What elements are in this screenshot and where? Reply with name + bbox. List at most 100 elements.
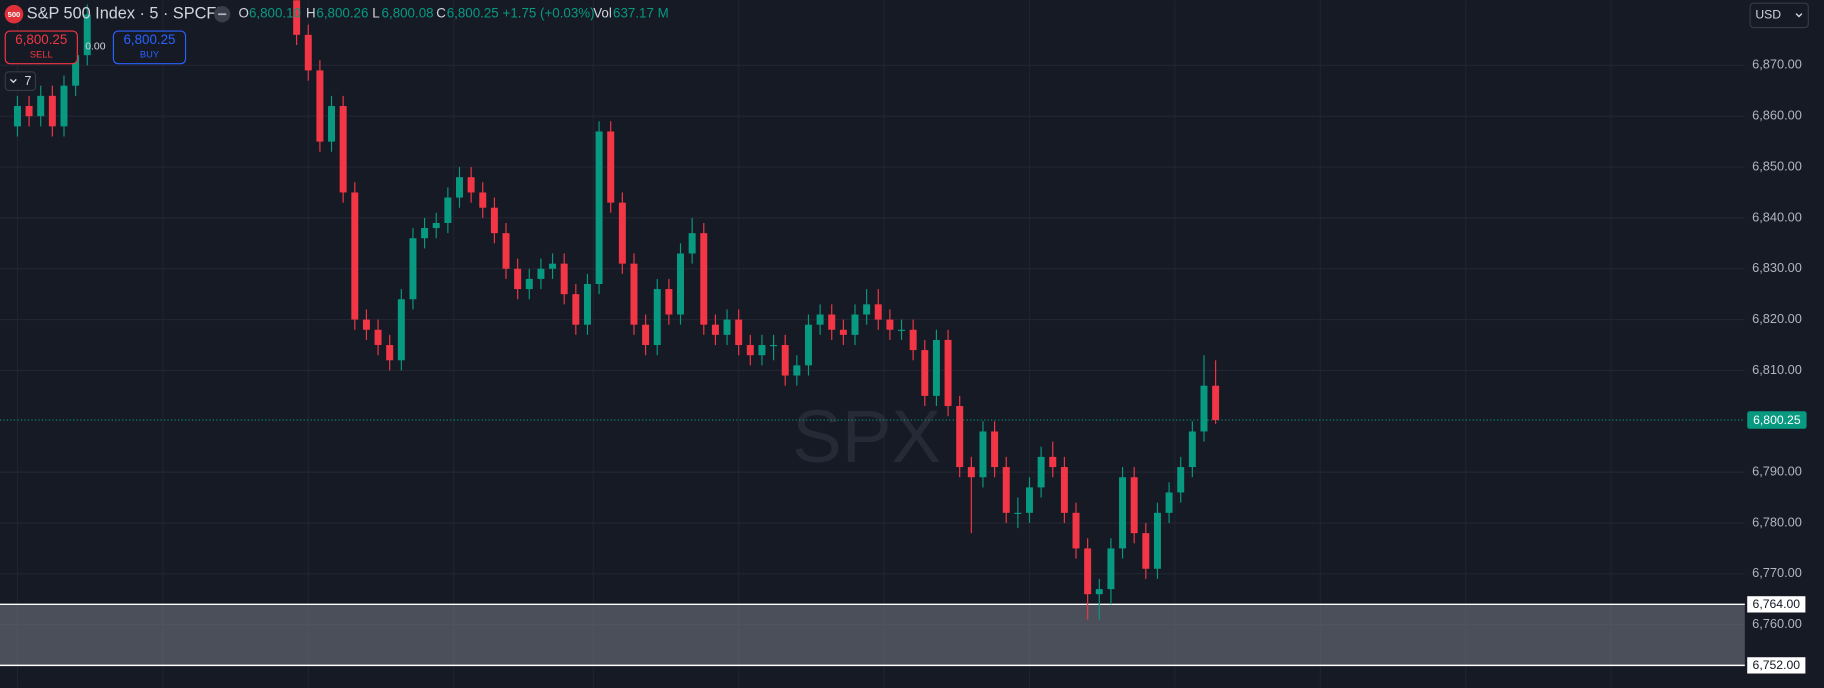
candle-body — [793, 365, 801, 376]
y-tick-label: 6,790.00 — [1752, 464, 1802, 479]
candle-body — [1165, 492, 1173, 513]
candle-body — [514, 268, 522, 290]
price-tag — [1747, 411, 1807, 429]
candle-body — [421, 228, 429, 239]
candle-body — [898, 329, 906, 331]
candle-body — [1072, 512, 1080, 549]
candle-body — [1026, 487, 1033, 513]
zone-tag-label: 6,752.00 — [1753, 658, 1801, 672]
candle-body — [37, 95, 45, 117]
candle-body — [467, 177, 475, 193]
candle-body — [397, 299, 405, 361]
candle-body — [1130, 477, 1138, 534]
buy-label: BUY — [140, 49, 159, 59]
zone-tag — [1747, 596, 1806, 613]
candle-body — [909, 329, 917, 351]
candle-body — [1002, 467, 1010, 513]
candle-body — [386, 345, 394, 361]
watermark: SPX — [792, 395, 941, 478]
candle-body — [1212, 385, 1220, 421]
zone — [0, 603, 1745, 667]
candle-body — [688, 233, 696, 254]
candle-body — [1084, 548, 1092, 595]
candle-body — [1107, 548, 1115, 590]
y-tick-label: 6,770.00 — [1752, 565, 1802, 580]
candle-body — [642, 324, 650, 346]
candle-body — [677, 253, 684, 315]
ohlc-value: 6,800.26 — [316, 6, 368, 21]
zone-tag-label: 6,764.00 — [1753, 597, 1801, 611]
candle-body — [351, 192, 359, 320]
candle-body — [25, 106, 33, 117]
ohlc-key: L — [372, 6, 379, 21]
candle-body — [525, 278, 533, 290]
candle-body — [1095, 589, 1103, 595]
y-tick-label: 6,830.00 — [1752, 260, 1802, 275]
candle-body — [746, 345, 754, 356]
ohlc-key: O — [238, 6, 248, 21]
y-tick-label: 6,870.00 — [1752, 57, 1802, 72]
candle-body — [653, 289, 661, 346]
sell-label: SELL — [30, 49, 53, 59]
currency-select[interactable] — [1749, 2, 1809, 29]
candle-body — [72, 55, 80, 86]
candle-body — [444, 197, 452, 223]
candle-body — [758, 345, 766, 356]
candle-body — [479, 192, 487, 208]
candle-body — [1119, 477, 1127, 549]
candle-body — [549, 263, 557, 269]
y-tick-label: 6,860.00 — [1752, 108, 1802, 123]
buy-button[interactable] — [112, 30, 187, 65]
candle-body — [328, 106, 336, 142]
candle-body — [502, 233, 510, 269]
candle-body — [956, 406, 964, 468]
y-tick-label: 6,840.00 — [1752, 209, 1802, 224]
candle-body — [490, 207, 498, 234]
candle-body — [48, 95, 56, 127]
candle-body — [1177, 467, 1185, 493]
candle-body — [967, 467, 975, 478]
volume-value: 637.17 M — [613, 6, 669, 21]
candle-body — [979, 431, 987, 478]
candle-body — [735, 319, 743, 346]
candle-body — [711, 324, 719, 335]
candle-body — [851, 314, 859, 335]
chevron-icon — [9, 78, 17, 84]
ohlc-key: C — [436, 6, 446, 21]
candle-body — [630, 263, 638, 325]
candle-body — [886, 319, 894, 330]
candle-body — [665, 289, 673, 315]
sell-price: 6,800.25 — [15, 32, 67, 47]
candle-body — [537, 268, 545, 279]
indicator-toggle[interactable] — [4, 71, 37, 91]
ohlc-value: 6,800.10 — [249, 6, 301, 21]
chevron-icon — [1795, 13, 1803, 18]
grid — [0, 64, 1745, 626]
spread: 0.00 — [85, 42, 106, 53]
zone-area — [0, 604, 1745, 666]
candle-body — [456, 177, 463, 198]
candle-body — [304, 34, 312, 71]
candle-body — [991, 431, 999, 468]
candle-body — [944, 339, 952, 407]
candle-body — [932, 339, 940, 396]
candle-body — [828, 314, 836, 330]
y-tick-label: 6,760.00 — [1752, 616, 1802, 631]
candle-body — [1014, 512, 1022, 514]
candle-body — [863, 304, 871, 315]
candle-body — [1188, 431, 1196, 468]
candle-body — [921, 350, 929, 396]
sell-button[interactable] — [4, 30, 78, 65]
indicator-count: 7 — [24, 73, 31, 88]
candle-body — [572, 294, 580, 325]
buy-price: 6,800.25 — [123, 32, 175, 47]
y-tick-label: 6,810.00 — [1752, 362, 1802, 377]
candle-body — [560, 263, 568, 295]
y-tick-label: 6,780.00 — [1752, 514, 1802, 529]
symbol-title[interactable]: S&P 500 Index · 5 · SPCFD — [27, 5, 228, 23]
volume-key: Vol — [593, 6, 612, 21]
price-tag-label: 6,800.25 — [1753, 413, 1801, 427]
candle-body — [816, 314, 824, 325]
